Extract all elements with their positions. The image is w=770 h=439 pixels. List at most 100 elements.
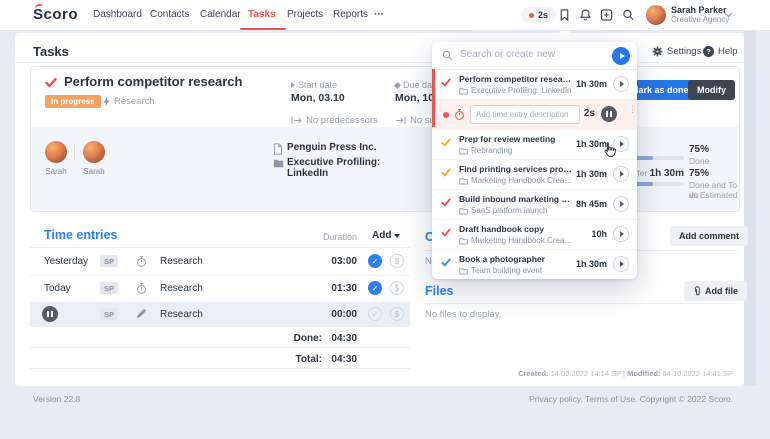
done-total-value: 04:30 (331, 333, 357, 344)
predecessors-field[interactable]: No predecessors (291, 115, 378, 126)
modify-button[interactable]: Modify (688, 80, 735, 100)
user-org: Creative Agency (671, 15, 730, 24)
help-button[interactable]: ? Help (703, 46, 738, 57)
bell-icon[interactable] (579, 8, 592, 22)
bottom-divider (30, 368, 410, 369)
meta-separator: | (623, 369, 625, 378)
add-file-button[interactable]: Add file (684, 281, 747, 301)
files-empty-text: No files to display. (425, 309, 502, 320)
global-timer-pill[interactable]: 2s (521, 7, 557, 23)
time-entry-row[interactable]: Today SP Research 01:30 ✓ $ (30, 275, 410, 303)
page-scrollbar[interactable] (744, 30, 756, 386)
entry-duration: 01:30 (331, 283, 357, 294)
user-avatar[interactable] (646, 5, 666, 25)
user-name: Sarah Parker (671, 5, 727, 15)
nav-contacts[interactable]: Contacts (150, 9, 190, 20)
logo-text: Scoro (33, 6, 79, 23)
timer-dropdown: Search or create new Perform competitor … (432, 42, 637, 279)
folder-icon (459, 267, 468, 275)
due-date-icon (393, 81, 402, 89)
dropdown-task-item[interactable]: Build inbound marketing strategy SaaS pl… (432, 190, 637, 220)
top-bar: Scoro Dashboard Contacts Calendar Tasks … (0, 0, 770, 30)
nav-more[interactable]: ··· (374, 9, 384, 20)
task-tag: Research (103, 96, 155, 107)
item-project: SaaS platform launch (471, 205, 548, 215)
settings-button[interactable]: Settings (652, 46, 701, 57)
scoro-logo[interactable]: Scoro (33, 3, 79, 24)
entry-confirmed-check-icon[interactable]: ✓ (368, 281, 382, 295)
buffer-value: 1h 30m (649, 168, 684, 179)
entry-billable-icon[interactable]: $ (390, 281, 404, 295)
pause-button[interactable] (42, 306, 58, 322)
nav-reports[interactable]: Reports (333, 9, 369, 20)
entry-billable-icon[interactable]: $ (390, 307, 404, 321)
search-icon[interactable] (622, 8, 635, 22)
assignee-avatar-2 (83, 141, 105, 163)
time-entry-row[interactable]: Yesterday SP Research 03:00 ✓ $ (30, 248, 410, 276)
task-check-icon (441, 78, 451, 87)
nav-dashboard[interactable]: Dashboard (93, 9, 142, 20)
entry-unconfirmed-check-icon[interactable]: ✓ (368, 307, 382, 321)
item-play-button[interactable] (613, 76, 629, 92)
project-name-line1[interactable]: Executive Profiling: (287, 157, 381, 168)
time-entry-description-input[interactable] (470, 104, 580, 124)
quick-add-icon[interactable] (600, 8, 613, 22)
dropdown-task-item[interactable]: Prep for review meeting Rebranding 1h 30… (432, 130, 637, 160)
legal-links[interactable]: Privacy policy. Terms of Use. Copyright … (529, 394, 733, 404)
search-input[interactable]: Search or create new (460, 49, 556, 60)
page-title-divider (15, 62, 744, 63)
nav-calendar[interactable]: Calendar (200, 9, 241, 20)
entry-user-badge: SP (100, 282, 119, 294)
pause-timer-button[interactable] (601, 106, 617, 122)
modified-value: 04.10.2022 14:41 SP (662, 369, 733, 378)
time-entries-divider (30, 247, 410, 248)
modified-label: Modified: (627, 369, 661, 378)
created-label: Created: (518, 369, 549, 378)
recording-dot-icon (529, 12, 534, 18)
item-play-button[interactable] (613, 136, 629, 152)
start-date-label: Start date (298, 80, 338, 90)
item-play-button[interactable] (613, 256, 629, 272)
recording-dot-icon (443, 112, 449, 118)
item-project: Marketing Handbook Creation (471, 235, 573, 245)
item-play-button[interactable] (613, 226, 629, 242)
question-icon: ? (703, 46, 714, 57)
kebab-menu-icon[interactable]: ⋮ (628, 104, 637, 114)
task-tag-label: Research (114, 96, 155, 107)
start-timer-button[interactable] (612, 46, 630, 65)
task-complete-check-icon[interactable] (45, 77, 57, 88)
totals-divider (30, 347, 410, 348)
item-duration: 10h (591, 229, 607, 239)
user-block[interactable]: Sarah Parker Creative Agency (671, 5, 729, 24)
running-timer-row: 2s ⋮ (432, 100, 637, 130)
add-time-entry-button[interactable]: Add (372, 230, 401, 241)
mark-as-done-button[interactable]: Mark as done (623, 80, 697, 100)
dropdown-task-item[interactable]: Find printing services provider for ... … (432, 160, 637, 190)
dropdown-task-item[interactable]: Book a photographer Team building event … (432, 250, 637, 279)
item-play-button[interactable] (613, 166, 629, 182)
nav-projects[interactable]: Projects (287, 9, 324, 20)
status-badge: In progress (45, 95, 101, 108)
company-name[interactable]: Penguin Press Inc. (287, 142, 377, 153)
bookmark-icon[interactable] (558, 8, 571, 22)
done-percent: 75% (689, 144, 710, 155)
project-name-line2[interactable]: LinkedIn (287, 168, 329, 179)
start-date-value: Mon, 03.10 (291, 92, 345, 104)
nav-tasks[interactable]: Tasks (248, 9, 276, 20)
search-icon (442, 50, 453, 61)
add-comment-button[interactable]: Add comment (670, 226, 749, 246)
dropdown-task-item[interactable]: Perform competitor research Executive Pr… (432, 70, 637, 100)
entry-confirmed-check-icon[interactable]: ✓ (368, 254, 382, 268)
entry-description: Research (160, 309, 203, 320)
task-check-icon (441, 138, 451, 147)
task-check-icon (441, 228, 451, 237)
dropdown-task-item[interactable]: Draft handbook copy Marketing Handbook C… (432, 220, 637, 250)
chevron-down-icon[interactable] (724, 12, 733, 18)
pencil-icon[interactable] (136, 308, 147, 319)
item-play-button[interactable] (613, 196, 629, 212)
item-duration: 1h 30m (575, 169, 607, 179)
active-time-entry-row[interactable]: SP Research 00:00 ✓ $ (30, 302, 410, 327)
entry-billable-icon[interactable]: $ (390, 254, 404, 268)
active-tab-underline (240, 28, 286, 30)
